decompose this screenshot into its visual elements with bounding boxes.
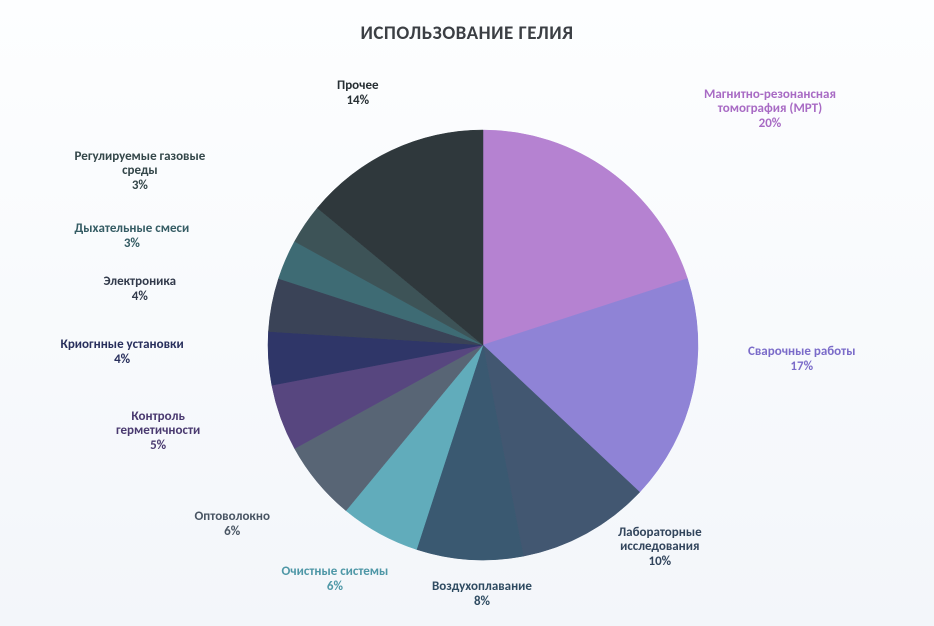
pie-chart (0, 0, 934, 626)
chart-title: ИСПОЛЬЗОВАНИЕ ГЕЛИЯ (0, 22, 934, 45)
pie-chart-container: ИСПОЛЬЗОВАНИЕ ГЕЛИЯ Магнитно-резонансная… (0, 0, 934, 626)
